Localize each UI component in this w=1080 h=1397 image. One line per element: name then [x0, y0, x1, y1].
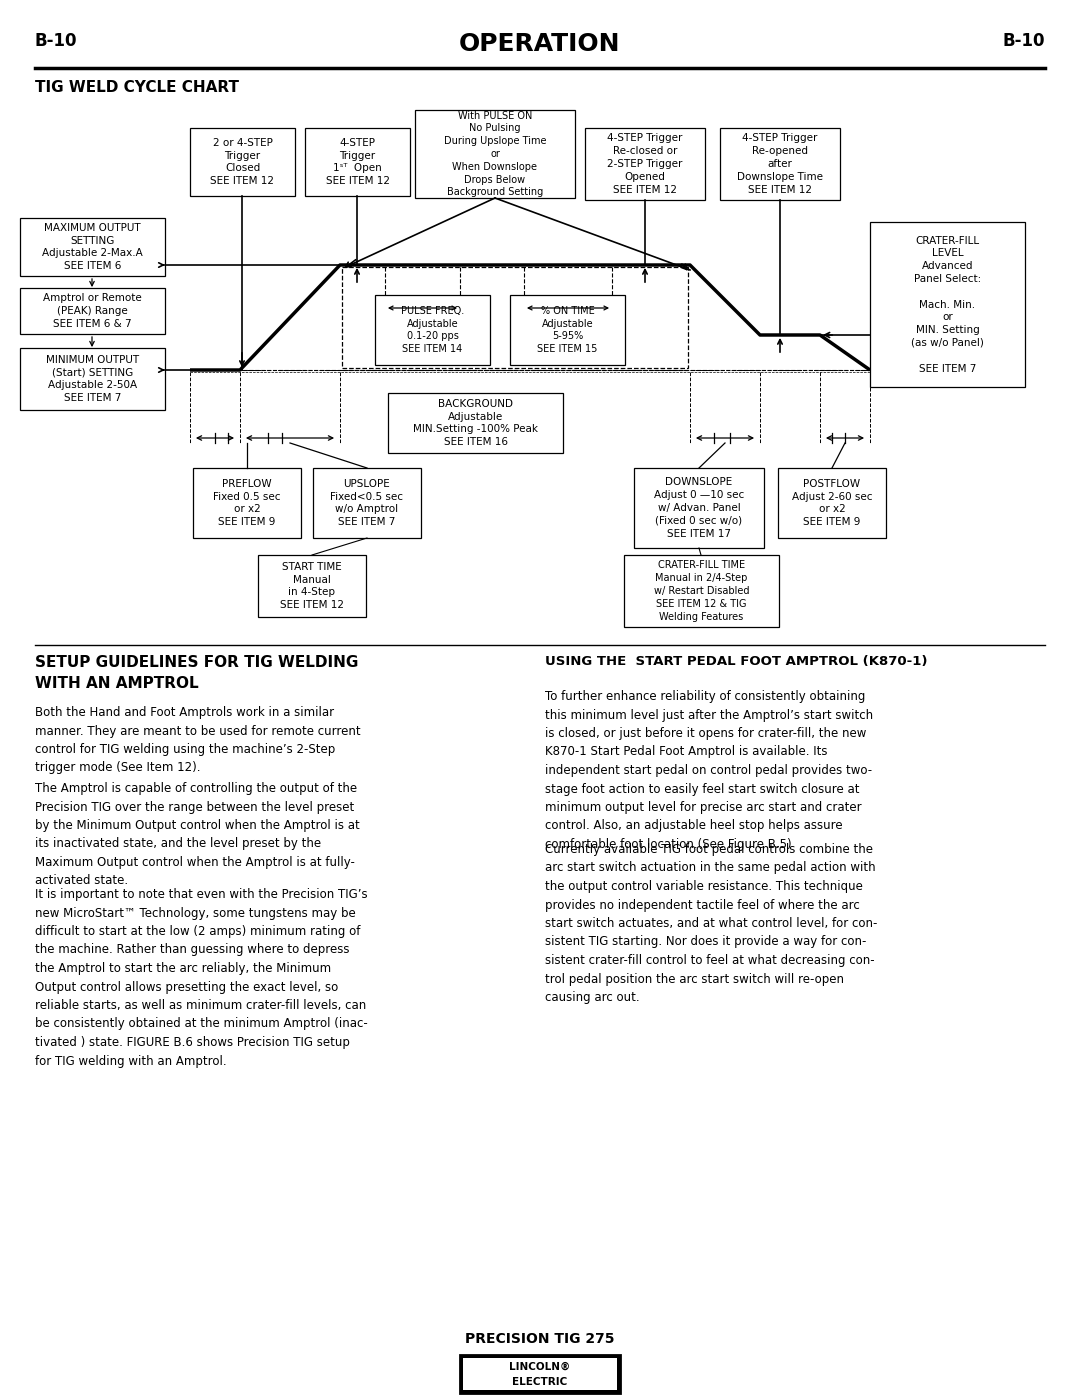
Bar [624, 555, 779, 627]
Text: OPERATION: OPERATION [459, 32, 621, 56]
Bar [634, 468, 764, 548]
Text: 4-STEP Trigger
Re-closed or
2-STEP Trigger
Opened
SEE ITEM 12: 4-STEP Trigger Re-closed or 2-STEP Trigg… [607, 133, 683, 194]
Text: B-10: B-10 [1002, 32, 1045, 50]
Text: BACKGROUND
Adjustable
MIN.Setting -100% Peak
SEE ITEM 16: BACKGROUND Adjustable MIN.Setting -100% … [413, 398, 538, 447]
Text: The Amptrol is capable of controlling the output of the
Precision TIG over the r: The Amptrol is capable of controlling th… [35, 782, 360, 887]
Bar [415, 110, 575, 198]
Text: 4-STEP Trigger
Re-opened
after
Downslope Time
SEE ITEM 12: 4-STEP Trigger Re-opened after Downslope… [737, 133, 823, 194]
Bar [342, 267, 688, 367]
Text: With PULSE ON
No Pulsing
During Upslope Time
or
When Downslope
Drops Below
Backg: With PULSE ON No Pulsing During Upslope … [444, 110, 546, 197]
Text: UPSLOPE
Fixed<0.5 sec
w/o Amptrol
SEE ITEM 7: UPSLOPE Fixed<0.5 sec w/o Amptrol SEE IT… [330, 479, 404, 527]
Text: TIG WELD CYCLE CHART: TIG WELD CYCLE CHART [35, 80, 239, 95]
Text: 4-STEP
Trigger
1ˢᵀ  Open
SEE ITEM 12: 4-STEP Trigger 1ˢᵀ Open SEE ITEM 12 [325, 138, 390, 186]
Text: LINCOLN®: LINCOLN® [510, 1362, 570, 1372]
Text: To further enhance reliability of consistently obtaining
this minimum level just: To further enhance reliability of consis… [545, 690, 873, 851]
Bar [21, 218, 165, 277]
Bar [21, 348, 165, 409]
Bar [21, 288, 165, 334]
Bar [870, 222, 1025, 387]
Text: USING THE  START PEDAL FOOT AMPTROL (K870-1): USING THE START PEDAL FOOT AMPTROL (K870… [545, 655, 928, 668]
Text: POSTFLOW
Adjust 2-60 sec
or x2
SEE ITEM 9: POSTFLOW Adjust 2-60 sec or x2 SEE ITEM … [792, 479, 873, 527]
Bar [460, 1355, 620, 1393]
Text: MAXIMUM OUTPUT
SETTING
Adjustable 2-Max.A
SEE ITEM 6: MAXIMUM OUTPUT SETTING Adjustable 2-Max.… [42, 222, 143, 271]
Text: MINIMUM OUTPUT
(Start) SETTING
Adjustable 2-50A
SEE ITEM 7: MINIMUM OUTPUT (Start) SETTING Adjustabl… [46, 355, 139, 404]
Bar [193, 468, 301, 538]
Bar [585, 129, 705, 200]
Bar [190, 129, 295, 196]
Text: B-10: B-10 [35, 32, 78, 50]
Text: SETUP GUIDELINES FOR TIG WELDING
WITH AN AMPTROL: SETUP GUIDELINES FOR TIG WELDING WITH AN… [35, 655, 359, 692]
Text: CRATER-FILL TIME
Manual in 2/4-Step
w/ Restart Disabled
SEE ITEM 12 & TIG
Weldin: CRATER-FILL TIME Manual in 2/4-Step w/ R… [653, 560, 750, 622]
Text: CRATER-FILL
LEVEL
Advanced
Panel Select:

Mach. Min.
or
MIN. Setting
(as w/o Pan: CRATER-FILL LEVEL Advanced Panel Select:… [912, 236, 984, 373]
Bar [510, 295, 625, 365]
Text: DOWNSLOPE
Adjust 0 —10 sec
w/ Advan. Panel
(Fixed 0 sec w/o)
SEE ITEM 17: DOWNSLOPE Adjust 0 —10 sec w/ Advan. Pan… [653, 478, 744, 539]
Bar [313, 468, 421, 538]
Text: 2 or 4-STEP
Trigger
Closed
SEE ITEM 12: 2 or 4-STEP Trigger Closed SEE ITEM 12 [211, 138, 274, 186]
Bar [305, 129, 410, 196]
Bar [463, 1358, 617, 1390]
Text: Currently available TIG foot pedal controls combine the
arc start switch actuati: Currently available TIG foot pedal contr… [545, 842, 877, 1004]
Bar [375, 295, 490, 365]
Text: Amptrol or Remote
(PEAK) Range
SEE ITEM 6 & 7: Amptrol or Remote (PEAK) Range SEE ITEM … [43, 293, 141, 328]
Text: ELECTRIC: ELECTRIC [512, 1377, 568, 1387]
Bar [258, 555, 366, 617]
Bar [778, 468, 886, 538]
Text: % ON TIME
Adjustable
5-95%
SEE ITEM 15: % ON TIME Adjustable 5-95% SEE ITEM 15 [538, 306, 597, 355]
Text: PRECISION TIG 275: PRECISION TIG 275 [465, 1331, 615, 1345]
Bar [388, 393, 563, 453]
Text: It is important to note that even with the Precision TIG’s
new MicroStart™ Techn: It is important to note that even with t… [35, 888, 368, 1067]
Text: PREFLOW
Fixed 0.5 sec
or x2
SEE ITEM 9: PREFLOW Fixed 0.5 sec or x2 SEE ITEM 9 [213, 479, 281, 527]
Bar [720, 129, 840, 200]
Text: PULSE FREQ.
Adjustable
0.1-20 pps
SEE ITEM 14: PULSE FREQ. Adjustable 0.1-20 pps SEE IT… [401, 306, 464, 355]
Text: Both the Hand and Foot Amptrols work in a similar
manner. They are meant to be u: Both the Hand and Foot Amptrols work in … [35, 705, 361, 774]
Text: START TIME
Manual
in 4-Step
SEE ITEM 12: START TIME Manual in 4-Step SEE ITEM 12 [280, 562, 345, 610]
